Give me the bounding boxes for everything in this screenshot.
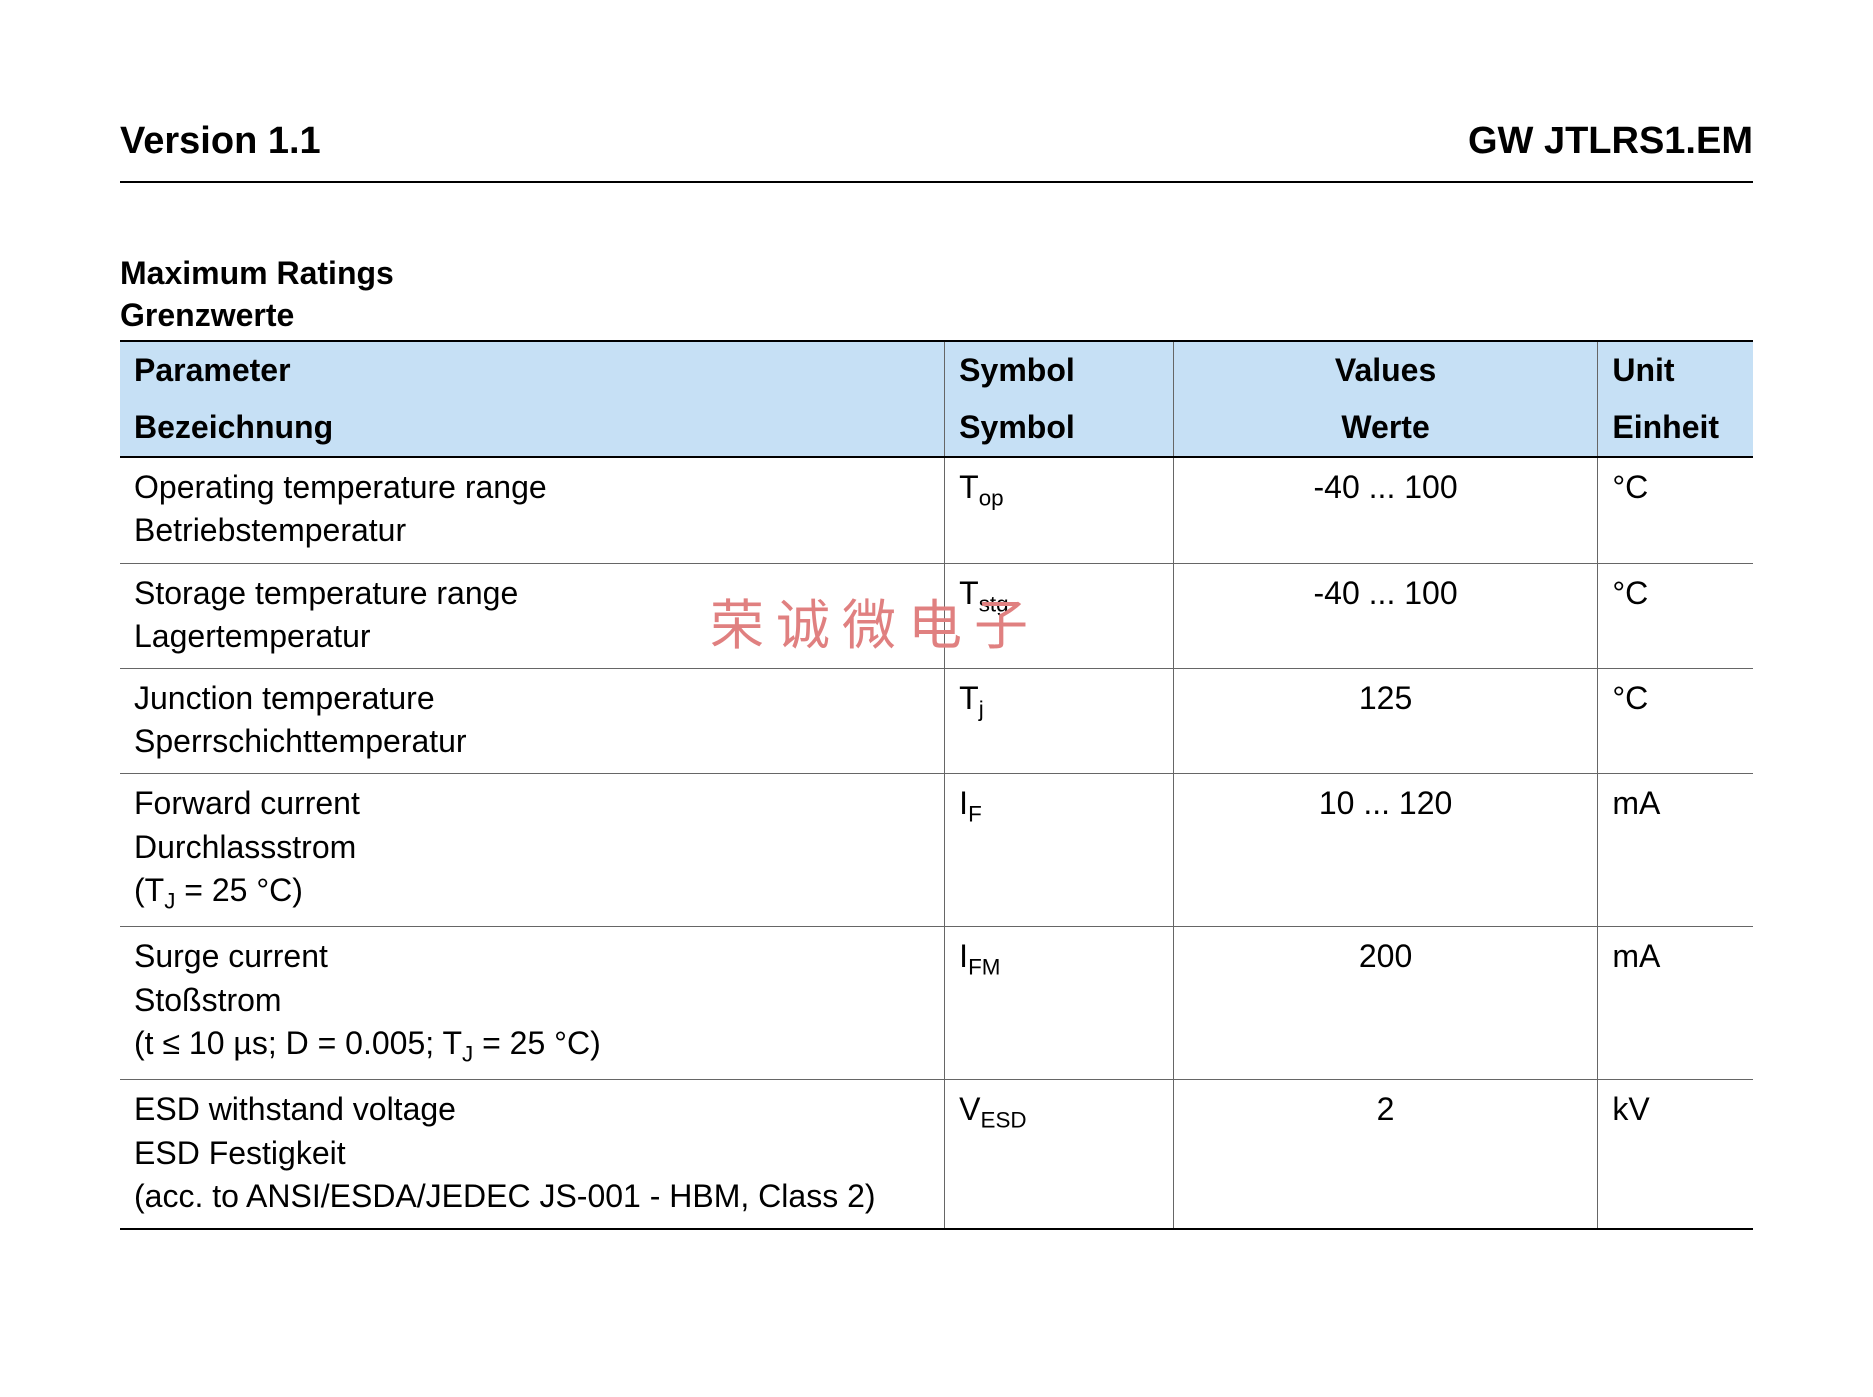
param-en: Storage temperature range xyxy=(134,575,518,611)
cell-value: 2 xyxy=(1173,1080,1598,1229)
cell-symbol: Tstg xyxy=(945,563,1174,668)
cell-parameter: Operating temperature range Betriebstempe… xyxy=(120,457,945,563)
cell-value: -40 ... 100 xyxy=(1173,563,1598,668)
section-title-en: Maximum Ratings xyxy=(120,253,1753,295)
table-head-row-en: Parameter Symbol Values Unit xyxy=(120,341,1753,399)
symbol-sub: stg xyxy=(979,591,1009,616)
symbol-sub: j xyxy=(979,696,984,721)
param-de: ESD Festigkeit xyxy=(134,1135,346,1171)
table-body: Operating temperature range Betriebstempe… xyxy=(120,457,1753,1229)
param-en: Surge current xyxy=(134,938,328,974)
symbol-sub: FM xyxy=(968,955,1000,980)
param-condition: (acc. to ANSI/ESDA/JEDEC JS-001 - HBM, C… xyxy=(134,1178,876,1214)
symbol-main: I xyxy=(959,938,968,974)
section-title-de: Grenzwerte xyxy=(120,295,1753,337)
part-number: GW JTLRS1.EM xyxy=(1468,120,1753,163)
cell-value: 200 xyxy=(1173,927,1598,1080)
param-en: Junction temperature xyxy=(134,680,435,716)
col-parameter-de: Bezeichnung xyxy=(120,399,945,457)
cell-symbol: VESD xyxy=(945,1080,1174,1229)
table-head-row-de: Bezeichnung Symbol Werte Einheit xyxy=(120,399,1753,457)
cell-parameter: Storage temperature range Lagertemperatur xyxy=(120,563,945,668)
cell-value: 125 xyxy=(1173,668,1598,773)
cell-symbol: IFM xyxy=(945,927,1174,1080)
cell-unit: °C xyxy=(1598,457,1753,563)
param-en: ESD withstand voltage xyxy=(134,1091,456,1127)
symbol-main: T xyxy=(959,575,979,611)
cell-unit: °C xyxy=(1598,668,1753,773)
datasheet-page: Version 1.1 GW JTLRS1.EM Maximum Ratings… xyxy=(0,0,1873,1397)
table-row: Surge current Stoßstrom (t ≤ 10 µs; D = 0.… xyxy=(120,927,1753,1080)
param-de: Sperrschichttemperatur xyxy=(134,723,467,759)
param-en: Operating temperature range xyxy=(134,469,547,505)
cell-symbol: IF xyxy=(945,774,1174,927)
symbol-sub: F xyxy=(968,802,982,827)
param-de: Durchlassstrom xyxy=(134,829,356,865)
table-row: Junction temperature Sperrschichttemperat… xyxy=(120,668,1753,773)
version-label: Version 1.1 xyxy=(120,120,321,163)
table-row: Storage temperature range Lagertemperatur… xyxy=(120,563,1753,668)
cell-value: -40 ... 100 xyxy=(1173,457,1598,563)
col-symbol-de: Symbol xyxy=(945,399,1174,457)
symbol-sub: op xyxy=(979,486,1004,511)
cell-unit: mA xyxy=(1598,927,1753,1080)
table-row: Forward current Durchlassstrom (TJ = 25 °C… xyxy=(120,774,1753,927)
col-values-en: Values xyxy=(1173,341,1598,399)
col-unit-en: Unit xyxy=(1598,341,1753,399)
cell-parameter: Junction temperature Sperrschichttemperat… xyxy=(120,668,945,773)
symbol-main: V xyxy=(959,1091,980,1127)
cell-value: 10 ... 120 xyxy=(1173,774,1598,927)
symbol-main: T xyxy=(959,680,979,716)
symbol-main: T xyxy=(959,469,979,505)
symbol-main: I xyxy=(959,785,968,821)
maximum-ratings-table: Parameter Symbol Values Unit Bezeichnung… xyxy=(120,340,1753,1230)
param-condition: (t ≤ 10 µs; D = 0.005; TJ = 25 °C) xyxy=(134,1025,601,1061)
cell-unit: °C xyxy=(1598,563,1753,668)
cell-unit: mA xyxy=(1598,774,1753,927)
table-row: ESD withstand voltage ESD Festigkeit (acc.… xyxy=(120,1080,1753,1229)
cell-unit: kV xyxy=(1598,1080,1753,1229)
cell-symbol: Top xyxy=(945,457,1174,563)
table-head: Parameter Symbol Values Unit Bezeichnung… xyxy=(120,341,1753,457)
param-en: Forward current xyxy=(134,785,360,821)
param-condition: (TJ = 25 °C) xyxy=(134,872,303,908)
page-header: Version 1.1 GW JTLRS1.EM xyxy=(120,120,1753,183)
cell-symbol: Tj xyxy=(945,668,1174,773)
param-de: Betriebstemperatur xyxy=(134,512,406,548)
table-row: Operating temperature range Betriebstempe… xyxy=(120,457,1753,563)
param-de: Lagertemperatur xyxy=(134,618,371,654)
cell-parameter: Surge current Stoßstrom (t ≤ 10 µs; D = 0.… xyxy=(120,927,945,1080)
cell-parameter: Forward current Durchlassstrom (TJ = 25 °C… xyxy=(120,774,945,927)
col-symbol-en: Symbol xyxy=(945,341,1174,399)
cell-parameter: ESD withstand voltage ESD Festigkeit (acc.… xyxy=(120,1080,945,1229)
col-values-de: Werte xyxy=(1173,399,1598,457)
param-de: Stoßstrom xyxy=(134,982,282,1018)
col-parameter-en: Parameter xyxy=(120,341,945,399)
col-unit-de: Einheit xyxy=(1598,399,1753,457)
symbol-sub: ESD xyxy=(981,1108,1027,1133)
